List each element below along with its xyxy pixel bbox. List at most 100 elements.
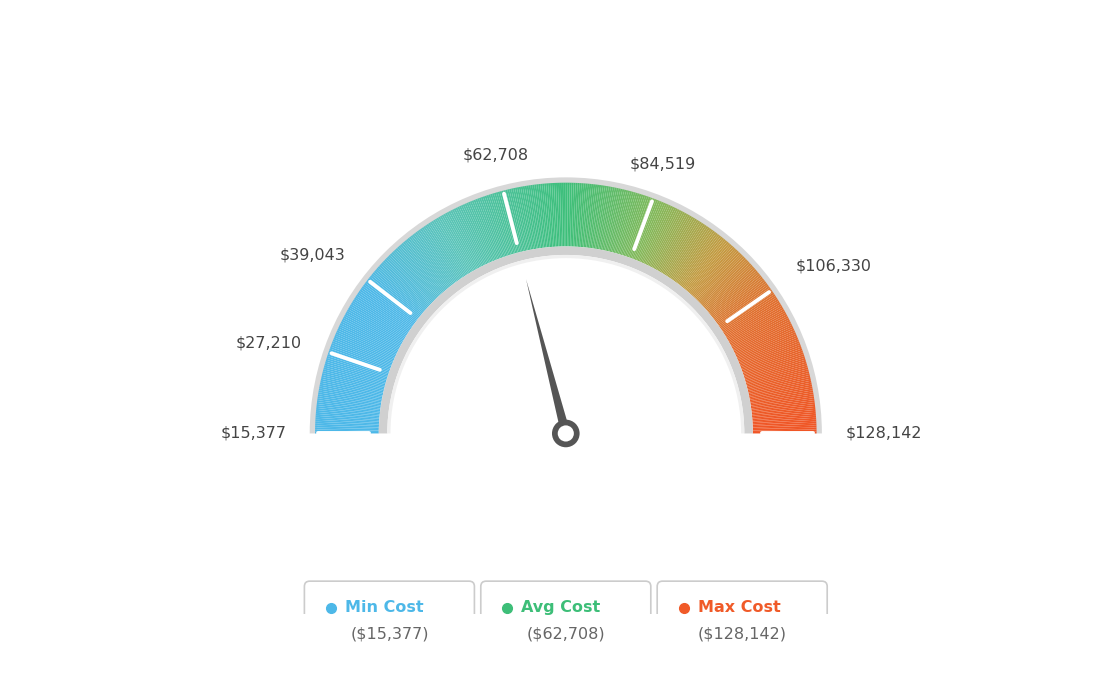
Wedge shape xyxy=(752,410,816,417)
Wedge shape xyxy=(514,188,529,250)
Wedge shape xyxy=(631,199,656,259)
Wedge shape xyxy=(703,263,752,308)
Wedge shape xyxy=(348,308,404,341)
Wedge shape xyxy=(734,325,793,354)
Wedge shape xyxy=(679,234,720,286)
Wedge shape xyxy=(682,238,724,288)
Wedge shape xyxy=(718,288,771,326)
Wedge shape xyxy=(636,201,661,261)
Wedge shape xyxy=(412,234,453,286)
Wedge shape xyxy=(318,391,382,403)
Wedge shape xyxy=(732,319,790,350)
Wedge shape xyxy=(404,240,447,290)
Wedge shape xyxy=(371,274,422,315)
Wedge shape xyxy=(408,237,450,288)
Wedge shape xyxy=(613,190,630,253)
Wedge shape xyxy=(752,406,815,415)
Wedge shape xyxy=(564,183,565,246)
Wedge shape xyxy=(587,184,597,248)
Wedge shape xyxy=(460,205,489,264)
Wedge shape xyxy=(320,379,383,394)
Wedge shape xyxy=(745,364,807,383)
Wedge shape xyxy=(358,293,411,330)
Wedge shape xyxy=(330,345,391,368)
Wedge shape xyxy=(352,301,407,336)
Wedge shape xyxy=(560,183,563,246)
Wedge shape xyxy=(660,217,693,273)
Wedge shape xyxy=(623,195,644,255)
Wedge shape xyxy=(662,219,697,274)
Wedge shape xyxy=(643,205,671,264)
Wedge shape xyxy=(585,184,593,248)
Wedge shape xyxy=(316,417,379,423)
Wedge shape xyxy=(661,217,696,273)
Wedge shape xyxy=(316,416,380,422)
Wedge shape xyxy=(721,293,774,330)
Text: $106,330: $106,330 xyxy=(795,259,871,274)
Wedge shape xyxy=(342,318,400,348)
Wedge shape xyxy=(509,189,526,251)
Text: ($128,142): ($128,142) xyxy=(698,627,787,642)
Wedge shape xyxy=(744,359,806,380)
Wedge shape xyxy=(751,398,815,408)
Wedge shape xyxy=(395,248,439,296)
Wedge shape xyxy=(709,272,760,314)
Wedge shape xyxy=(595,186,607,249)
Wedge shape xyxy=(573,183,577,246)
Wedge shape xyxy=(698,256,744,302)
Wedge shape xyxy=(500,191,518,253)
Wedge shape xyxy=(744,358,806,379)
Wedge shape xyxy=(707,268,755,311)
Wedge shape xyxy=(351,302,406,337)
Wedge shape xyxy=(318,394,381,406)
Circle shape xyxy=(552,420,580,447)
Wedge shape xyxy=(388,255,744,433)
Wedge shape xyxy=(468,201,495,262)
Wedge shape xyxy=(741,346,802,370)
Wedge shape xyxy=(322,369,385,387)
Wedge shape xyxy=(438,217,471,273)
Wedge shape xyxy=(338,326,396,355)
Wedge shape xyxy=(724,299,778,335)
Wedge shape xyxy=(318,393,381,404)
Wedge shape xyxy=(749,382,811,397)
Wedge shape xyxy=(667,223,703,277)
Wedge shape xyxy=(318,396,381,407)
Wedge shape xyxy=(708,270,757,313)
Wedge shape xyxy=(347,309,403,342)
Wedge shape xyxy=(369,277,420,317)
Wedge shape xyxy=(723,297,777,333)
Wedge shape xyxy=(368,278,418,319)
Wedge shape xyxy=(316,420,379,424)
Wedge shape xyxy=(322,371,384,388)
Wedge shape xyxy=(317,402,380,411)
Wedge shape xyxy=(598,186,611,250)
Wedge shape xyxy=(315,424,379,428)
Wedge shape xyxy=(388,256,434,302)
Wedge shape xyxy=(701,260,749,306)
Wedge shape xyxy=(752,414,816,420)
Wedge shape xyxy=(619,193,639,255)
Wedge shape xyxy=(665,221,700,275)
Wedge shape xyxy=(326,359,388,380)
Wedge shape xyxy=(367,279,418,320)
Wedge shape xyxy=(323,366,385,384)
Wedge shape xyxy=(341,319,400,350)
Wedge shape xyxy=(447,212,478,269)
Wedge shape xyxy=(370,275,421,317)
Wedge shape xyxy=(583,184,592,248)
Wedge shape xyxy=(707,269,756,312)
Wedge shape xyxy=(457,206,486,265)
Wedge shape xyxy=(649,209,680,267)
Wedge shape xyxy=(735,328,795,357)
Wedge shape xyxy=(344,315,401,346)
Wedge shape xyxy=(596,186,609,249)
Wedge shape xyxy=(522,186,535,249)
Wedge shape xyxy=(530,185,541,248)
Wedge shape xyxy=(433,219,468,275)
Wedge shape xyxy=(752,412,816,419)
Wedge shape xyxy=(750,384,813,398)
Wedge shape xyxy=(339,325,397,354)
Wedge shape xyxy=(399,246,442,294)
Wedge shape xyxy=(590,185,599,248)
